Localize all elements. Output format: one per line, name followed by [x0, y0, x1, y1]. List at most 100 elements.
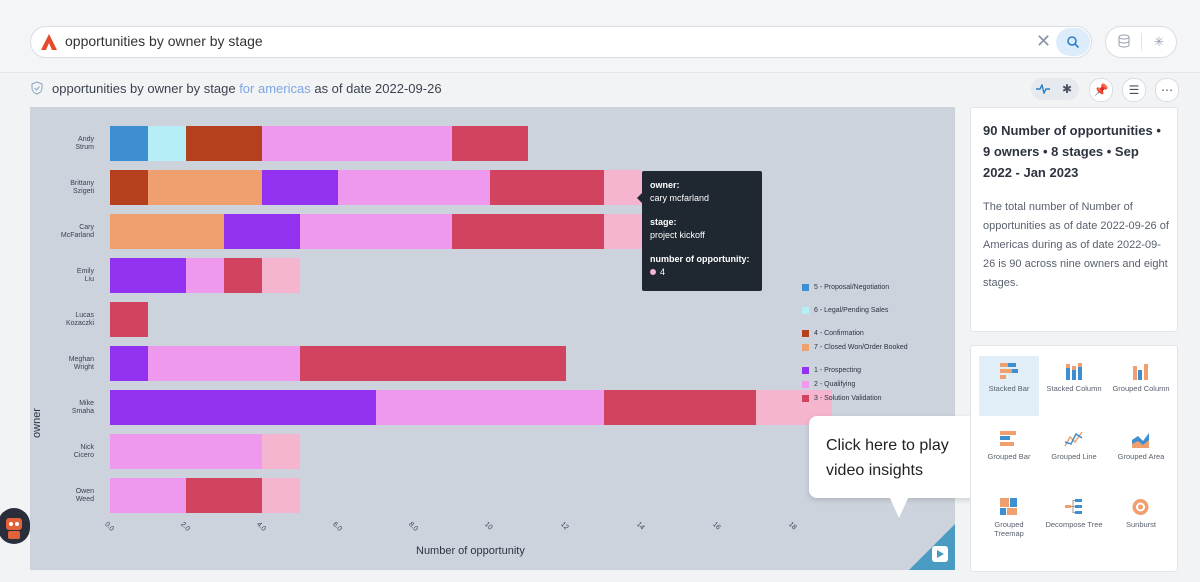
y-tick-label: Cary McFarland: [60, 224, 94, 239]
bar-segment[interactable]: [452, 126, 528, 161]
y-tick-label: Nick Cicero: [73, 444, 94, 459]
chart-view-icon[interactable]: [1032, 78, 1054, 100]
x-axis-title: Number of opportunity: [416, 545, 525, 557]
loading-icon[interactable]: ✳: [1153, 34, 1165, 49]
app-logo-icon: [39, 32, 59, 52]
legend-item[interactable]: 6 - Legal/Pending Sales: [802, 306, 912, 315]
legend-label: 6 - Legal/Pending Sales: [814, 307, 889, 314]
bar-segment[interactable]: [110, 258, 186, 293]
bar-segment[interactable]: [186, 126, 262, 161]
bar-segment[interactable]: [110, 126, 148, 161]
legend-item[interactable]: 5 - Proposal/Negotiation: [802, 283, 912, 292]
bar-segment[interactable]: [604, 170, 642, 205]
chart-type-grouped-treemap[interactable]: Grouped Treemap: [979, 492, 1039, 552]
bar-segment[interactable]: [186, 478, 262, 513]
bar-segment[interactable]: [604, 390, 756, 425]
bar-segment[interactable]: [110, 434, 262, 469]
x-tick-label: 12: [559, 521, 570, 532]
bar-segment[interactable]: [110, 346, 148, 381]
grouped-treemap-icon: [1000, 498, 1017, 515]
video-insights-bubble[interactable]: Click here to play video insights: [809, 416, 984, 518]
chart-type-label: Stacked Column: [1046, 384, 1102, 393]
legend-item[interactable]: 7 - Closed Won/Order Booked: [802, 343, 912, 352]
bar-segment[interactable]: [110, 170, 148, 205]
bar-segment[interactable]: [110, 478, 186, 513]
bar-segment[interactable]: [262, 170, 338, 205]
bar-segment[interactable]: [338, 170, 490, 205]
insights-view-icon[interactable]: ✱: [1061, 82, 1073, 96]
legend-item[interactable]: 1 - Prospecting: [802, 366, 912, 375]
legend-swatch: [802, 330, 809, 337]
title-date: as of date 2022-09-26: [314, 81, 442, 96]
legend-swatch: [802, 367, 809, 374]
bar-segment[interactable]: [262, 126, 452, 161]
tooltip-count-row: 4: [650, 267, 665, 277]
bar-segment[interactable]: [300, 214, 452, 249]
more-icon[interactable]: ⋯: [1155, 78, 1179, 102]
stacked-column-icon: [1066, 363, 1082, 380]
bar-segment[interactable]: [110, 302, 148, 337]
insight-card: 90 Number of opportunities • 9 owners • …: [970, 107, 1178, 332]
bar-segment[interactable]: [110, 390, 376, 425]
legend-label: 4 - Confirmation: [814, 330, 864, 337]
chart-type-label: Grouped Bar: [987, 452, 1031, 461]
bar-segment[interactable]: [490, 170, 604, 205]
verified-icon: [30, 81, 44, 95]
chart-panel: owner Andy Strum Brittany Szigeti Cary McFarl…: [30, 107, 955, 570]
chart-type-stacked-bar[interactable]: Stacked Bar: [979, 356, 1039, 416]
search-bar[interactable]: opportunities by owner by stage ✕: [30, 26, 1092, 58]
chart-type-label: Grouped Line: [1051, 452, 1097, 461]
database-icon[interactable]: [1116, 34, 1132, 50]
legend-label: 3 - Solution Validation: [814, 395, 882, 402]
bar-segment[interactable]: [262, 434, 300, 469]
chart-type-grouped-bar[interactable]: Grouped Bar: [979, 424, 1039, 484]
bar-segment[interactable]: [262, 258, 300, 293]
legend-swatch: [802, 284, 809, 291]
x-tick-label: 2.0: [179, 521, 191, 533]
assistant-avatar[interactable]: [0, 508, 30, 544]
bar-segment[interactable]: [604, 214, 642, 249]
insight-headline: 90 Number of opportunities • 9 owners • …: [983, 123, 1161, 180]
grouped-line-icon: [1064, 431, 1083, 447]
legend-swatch: [802, 344, 809, 351]
chart-type-sunburst[interactable]: Sunburst: [1111, 492, 1171, 552]
x-tick-label: 16: [711, 521, 722, 532]
chart-tooltip: owner: cary mcfarland stage: project kic…: [637, 171, 762, 291]
search-input[interactable]: opportunities by owner by stage: [65, 33, 263, 49]
x-tick-label: 4.0: [255, 521, 267, 533]
settings-icon[interactable]: ☰: [1122, 78, 1146, 102]
bar-segment[interactable]: [186, 258, 224, 293]
x-tick-label: 10: [483, 521, 494, 532]
y-tick-label: Owen Weed: [75, 488, 94, 503]
tooltip-stage-key: stage:: [650, 217, 677, 227]
bar-segment[interactable]: [148, 346, 300, 381]
pin-icon[interactable]: 📌: [1089, 78, 1113, 102]
clear-icon[interactable]: ✕: [1036, 31, 1052, 51]
chart-type-grouped-area[interactable]: Grouped Area: [1111, 424, 1171, 484]
play-icon[interactable]: [932, 546, 948, 562]
bar-segment[interactable]: [452, 214, 604, 249]
bar-segment[interactable]: [148, 126, 186, 161]
bar-segment[interactable]: [148, 170, 262, 205]
bar-segment[interactable]: [300, 346, 566, 381]
bar-segment[interactable]: [224, 258, 262, 293]
chart-type-label: Sunburst: [1125, 520, 1157, 529]
bar-segment[interactable]: [224, 214, 300, 249]
legend-item[interactable]: 4 - Confirmation: [802, 329, 912, 338]
title-filter[interactable]: for americas: [239, 81, 311, 96]
bar-segment[interactable]: [262, 478, 300, 513]
chart-type-grouped-column[interactable]: Grouped Column: [1111, 356, 1171, 416]
chart-type-decompose-tree[interactable]: Decompose Tree: [1044, 492, 1104, 552]
chart-type-stacked-column[interactable]: Stacked Column: [1044, 356, 1104, 416]
search-button[interactable]: [1056, 28, 1090, 56]
bar-segment[interactable]: [110, 214, 224, 249]
x-tick-label: 8.0: [407, 521, 419, 533]
bar-segment[interactable]: [376, 390, 604, 425]
y-tick-label: Lucas Kozaczki: [65, 312, 94, 327]
tooltip-count-key: number of opportunity:: [650, 254, 750, 264]
y-tick-label: Brittany Szigeti: [70, 180, 94, 195]
insight-body: The total number of Number of opportunit…: [983, 201, 1169, 289]
legend-item[interactable]: 2 - Qualifying: [802, 380, 912, 389]
legend-item[interactable]: 3 - Solution Validation: [802, 394, 912, 403]
chart-type-grouped-line[interactable]: Grouped Line: [1044, 424, 1104, 484]
